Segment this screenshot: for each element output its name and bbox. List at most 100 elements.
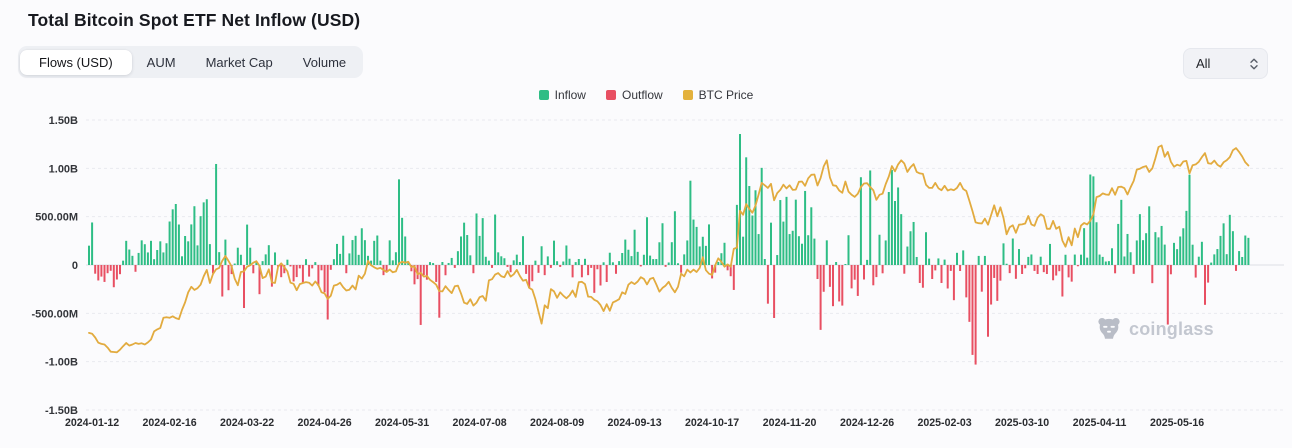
inflow-bar[interactable]: [1135, 240, 1138, 265]
legend-item-btc-price[interactable]: BTC Price: [682, 88, 753, 102]
outflow-bar[interactable]: [422, 265, 425, 276]
inflow-bar[interactable]: [518, 262, 521, 265]
outflow-bar[interactable]: [596, 265, 599, 270]
inflow-bar[interactable]: [354, 235, 357, 265]
outflow-bar[interactable]: [425, 265, 428, 280]
outflow-bar[interactable]: [593, 265, 596, 293]
outflow-bar[interactable]: [773, 265, 776, 318]
outflow-bar[interactable]: [317, 265, 320, 287]
inflow-bar[interactable]: [673, 211, 676, 265]
inflow-bar[interactable]: [224, 239, 227, 265]
outflow-bar[interactable]: [298, 265, 301, 269]
outflow-bar[interactable]: [323, 265, 326, 293]
inflow-bar[interactable]: [801, 243, 803, 265]
outflow-bar[interactable]: [1207, 265, 1210, 283]
outflow-bar[interactable]: [1033, 265, 1036, 271]
outflow-bar[interactable]: [94, 265, 97, 274]
inflow-bar[interactable]: [878, 234, 881, 265]
flows-chart-canvas[interactable]: 1.50B1.00B500.00M0-500.00M-1.00B-1.50B20…: [0, 110, 1292, 448]
outflow-bar[interactable]: [1042, 265, 1045, 273]
outflow-bar[interactable]: [385, 265, 388, 272]
inflow-bar[interactable]: [484, 256, 487, 265]
inflow-bar[interactable]: [1030, 254, 1033, 265]
outflow-bar[interactable]: [872, 265, 875, 286]
outflow-bar[interactable]: [270, 265, 273, 287]
inflow-bar[interactable]: [782, 221, 785, 265]
tab-market-cap[interactable]: Market Cap: [205, 54, 273, 70]
inflow-bar[interactable]: [760, 167, 763, 265]
inflow-bar[interactable]: [652, 259, 655, 265]
inflow-bar[interactable]: [450, 257, 453, 265]
outflow-bar[interactable]: [599, 265, 602, 286]
inflow-bar[interactable]: [125, 240, 128, 265]
inflow-bar[interactable]: [683, 254, 686, 265]
inflow-bar[interactable]: [202, 202, 205, 265]
outflow-bar[interactable]: [680, 265, 683, 273]
outflow-bar[interactable]: [856, 265, 859, 296]
inflow-bar[interactable]: [677, 263, 679, 265]
outflow-bar[interactable]: [832, 265, 834, 307]
inflow-bar[interactable]: [847, 235, 850, 265]
outflow-bar[interactable]: [410, 265, 413, 272]
inflow-bar[interactable]: [1210, 262, 1213, 265]
outflow-bar[interactable]: [289, 265, 292, 267]
inflow-bar[interactable]: [1244, 235, 1247, 265]
inflow-bar[interactable]: [394, 252, 397, 265]
inflow-bar[interactable]: [1101, 256, 1104, 265]
inflow-bar[interactable]: [88, 245, 90, 265]
outflow-bar[interactable]: [711, 265, 714, 279]
inflow-bar[interactable]: [624, 239, 627, 265]
inflow-bar[interactable]: [274, 252, 276, 265]
inflow-bar[interactable]: [1129, 252, 1132, 265]
inflow-bar[interactable]: [633, 229, 636, 265]
inflow-bar[interactable]: [478, 235, 481, 265]
inflow-bar[interactable]: [1095, 222, 1098, 265]
inflow-bar[interactable]: [577, 259, 580, 265]
outflow-bar[interactable]: [987, 265, 989, 337]
chart-area[interactable]: 1.50B 1.00B 500.00M 0 -500.00M -1.00B -1.50B 20…: [0, 110, 1292, 448]
inflow-bar[interactable]: [1200, 241, 1203, 265]
inflow-bar[interactable]: [1160, 225, 1163, 265]
outflow-bar[interactable]: [971, 265, 974, 355]
outflow-bar[interactable]: [549, 265, 552, 268]
inflow-bar[interactable]: [388, 240, 391, 265]
inflow-bar[interactable]: [900, 214, 903, 265]
outflow-bar[interactable]: [1024, 265, 1027, 269]
inflow-bar[interactable]: [174, 204, 177, 265]
outflow-bar[interactable]: [850, 265, 853, 289]
inflow-bar[interactable]: [171, 209, 174, 265]
outflow-bar[interactable]: [918, 265, 921, 283]
inflow-bar[interactable]: [267, 245, 270, 265]
inflow-bar[interactable]: [1188, 174, 1191, 265]
inflow-bar[interactable]: [286, 259, 289, 265]
outflow-bar[interactable]: [528, 265, 531, 289]
outflow-bar[interactable]: [732, 265, 735, 290]
inflow-bar[interactable]: [199, 216, 202, 265]
outflow-bar[interactable]: [946, 265, 949, 289]
inflow-bar[interactable]: [1104, 261, 1107, 265]
inflow-bar[interactable]: [1117, 223, 1120, 265]
inflow-bar[interactable]: [1107, 261, 1110, 265]
inflow-bar[interactable]: [723, 242, 726, 265]
outflow-bar[interactable]: [853, 265, 856, 280]
outflow-bar[interactable]: [435, 265, 438, 282]
inflow-bar[interactable]: [370, 260, 373, 265]
outflow-bar[interactable]: [1132, 265, 1135, 274]
inflow-bar[interactable]: [1086, 257, 1089, 265]
inflow-bar[interactable]: [342, 235, 345, 265]
inflow-bar[interactable]: [562, 261, 565, 265]
inflow-bar[interactable]: [906, 246, 909, 265]
inflow-bar[interactable]: [928, 258, 931, 265]
inflow-bar[interactable]: [522, 236, 524, 265]
outflow-bar[interactable]: [106, 265, 109, 274]
inflow-bar[interactable]: [140, 240, 143, 265]
inflow-bar[interactable]: [937, 258, 940, 265]
outflow-bar[interactable]: [1235, 265, 1237, 271]
outflow-bar[interactable]: [980, 265, 983, 292]
inflow-bar[interactable]: [658, 242, 661, 265]
inflow-bar[interactable]: [137, 252, 140, 265]
outflow-bar[interactable]: [97, 265, 100, 281]
outflow-bar[interactable]: [134, 265, 137, 272]
outflow-bar[interactable]: [345, 265, 348, 274]
inflow-bar[interactable]: [494, 214, 497, 265]
